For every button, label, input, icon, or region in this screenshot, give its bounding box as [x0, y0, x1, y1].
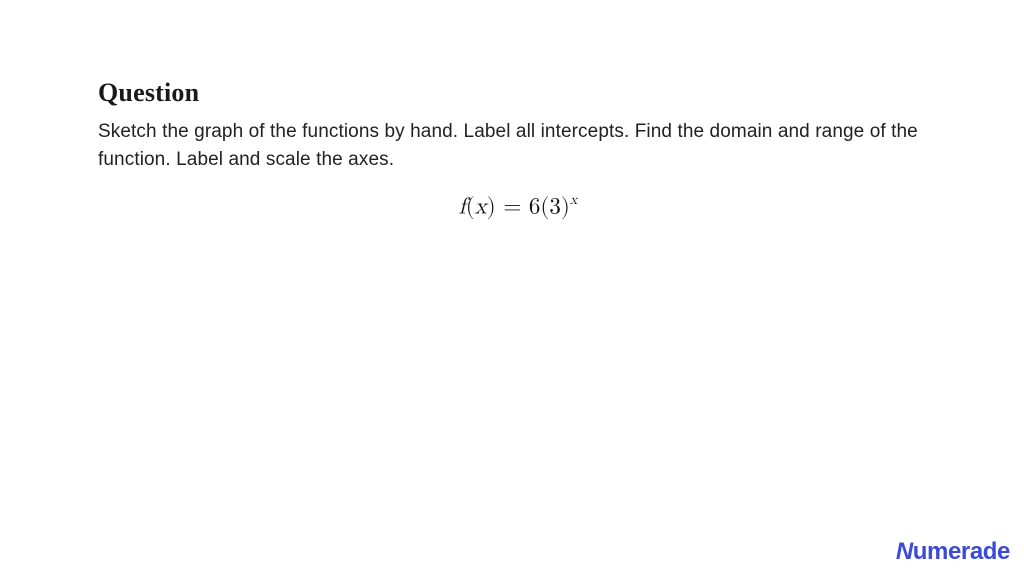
- formula-close-paren-1: ): [487, 196, 496, 219]
- question-body: Sketch the graph of the functions by han…: [98, 118, 938, 173]
- brand-text: umerade: [913, 538, 1010, 565]
- question-block: Question Sketch the graph of the functio…: [98, 78, 938, 222]
- formula-f: f: [459, 196, 466, 219]
- formula-coef: 6: [529, 196, 541, 219]
- formula-exponent: x: [570, 193, 578, 207]
- question-heading: Question: [98, 78, 938, 108]
- formula-var-x: x: [475, 196, 487, 219]
- page: Question Sketch the graph of the functio…: [0, 0, 1024, 576]
- formula-base: 3: [549, 196, 561, 219]
- formula-close-paren-2: ): [561, 196, 570, 219]
- brand-logo: Numerade: [896, 538, 1010, 566]
- formula-equals: =: [496, 196, 529, 219]
- formula-row: f(x) = 6(3)x: [98, 193, 938, 222]
- formula-open-paren-1: (: [466, 196, 475, 219]
- brand-lead-letter: N: [896, 538, 913, 565]
- formula: f(x) = 6(3)x: [459, 193, 578, 222]
